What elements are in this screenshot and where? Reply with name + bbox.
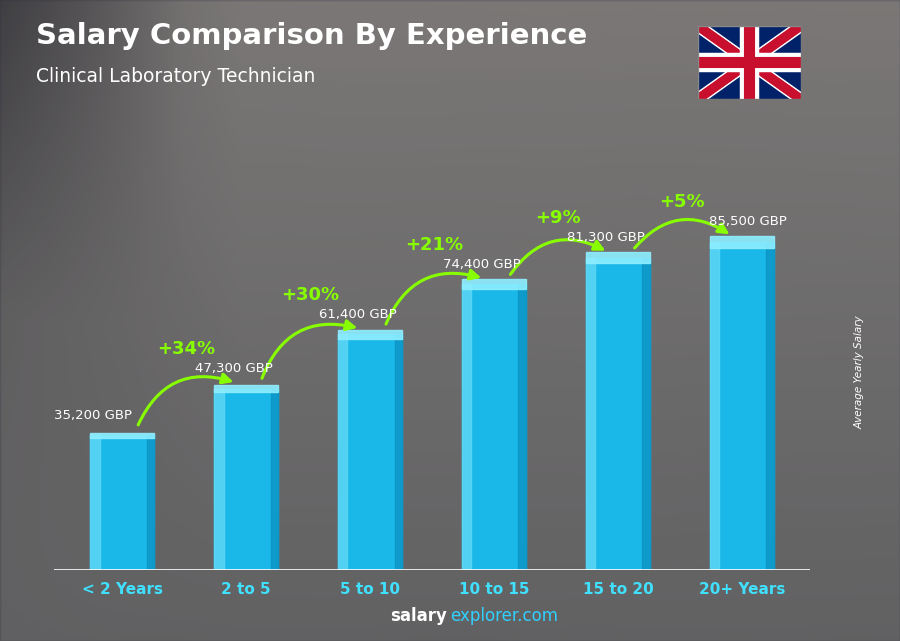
Bar [394, 335, 402, 570]
Text: 61,400 GBP: 61,400 GBP [319, 308, 397, 321]
Text: explorer.com: explorer.com [450, 607, 558, 625]
FancyArrowPatch shape [139, 374, 230, 425]
Bar [271, 388, 278, 570]
Text: 35,200 GBP: 35,200 GBP [54, 409, 132, 422]
Bar [214, 388, 223, 570]
Bar [586, 252, 650, 263]
Text: +30%: +30% [282, 286, 339, 304]
Bar [766, 242, 774, 570]
Bar [90, 433, 155, 438]
Text: 74,400 GBP: 74,400 GBP [443, 258, 520, 271]
Text: 85,500 GBP: 85,500 GBP [709, 215, 787, 228]
Bar [90, 435, 155, 570]
Text: Salary Comparison By Experience: Salary Comparison By Experience [36, 22, 587, 51]
FancyArrowPatch shape [262, 320, 354, 378]
Bar [462, 279, 526, 290]
Text: Average Yearly Salary: Average Yearly Salary [854, 315, 865, 429]
FancyArrowPatch shape [510, 240, 602, 274]
Bar [643, 258, 650, 570]
Bar [709, 242, 719, 570]
Bar [518, 285, 526, 570]
Text: +5%: +5% [660, 194, 706, 212]
Bar [462, 285, 526, 570]
Bar [338, 330, 402, 338]
Bar [586, 258, 650, 570]
Bar [214, 388, 278, 570]
Text: +34%: +34% [158, 340, 216, 358]
Bar [90, 435, 100, 570]
Bar [709, 242, 774, 570]
Bar [586, 258, 595, 570]
Text: +9%: +9% [536, 210, 581, 228]
Bar [338, 335, 402, 570]
Bar [214, 385, 278, 392]
Text: 81,300 GBP: 81,300 GBP [567, 231, 644, 244]
Bar [338, 335, 347, 570]
FancyArrowPatch shape [634, 219, 726, 248]
Text: +21%: +21% [405, 236, 464, 254]
Text: 47,300 GBP: 47,300 GBP [194, 362, 273, 375]
Bar [709, 236, 774, 247]
FancyArrowPatch shape [386, 271, 478, 324]
Bar [147, 435, 155, 570]
Text: salary: salary [391, 607, 447, 625]
Text: Clinical Laboratory Technician: Clinical Laboratory Technician [36, 67, 315, 87]
Bar [462, 285, 472, 570]
